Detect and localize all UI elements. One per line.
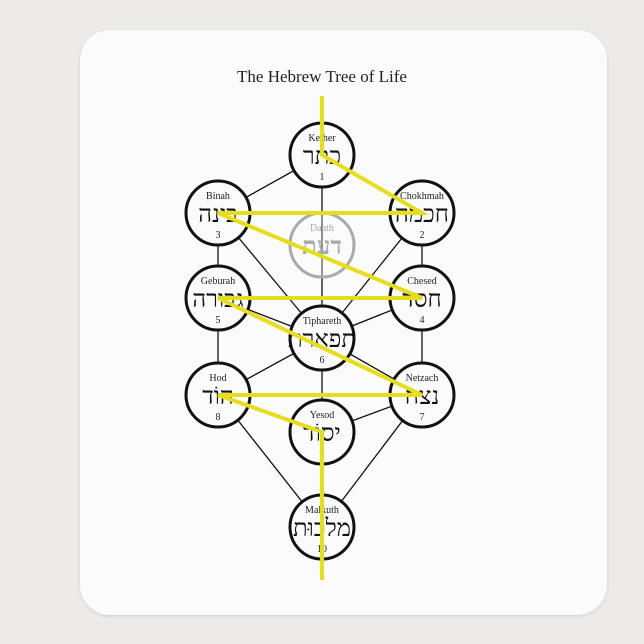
- sephira-name: Hod: [209, 373, 226, 384]
- sephira-name: Netzach: [406, 373, 439, 384]
- sephira-name: Yesod: [310, 410, 335, 421]
- sephira-name: Chesed: [407, 276, 436, 287]
- sephira-number: 8: [216, 412, 221, 423]
- lightning-flash: [217, 96, 430, 580]
- sephira-number: 6: [320, 355, 325, 366]
- sephira-number: 2: [420, 230, 425, 241]
- sephira-name: Binah: [206, 191, 230, 202]
- title: The Hebrew Tree of Life: [237, 67, 407, 86]
- sephira-number: 4: [420, 315, 425, 326]
- sephira-number: 3: [216, 230, 221, 241]
- sephira-name: Geburah: [201, 276, 235, 287]
- sephira-number: 7: [420, 412, 425, 423]
- sephira-number: 5: [216, 315, 221, 326]
- sephira-name: Chokhmah: [400, 191, 444, 202]
- sephira-number: 1: [320, 172, 325, 183]
- sephira-name: Daath: [310, 223, 334, 234]
- sephira-name: Tiphareth: [303, 316, 342, 327]
